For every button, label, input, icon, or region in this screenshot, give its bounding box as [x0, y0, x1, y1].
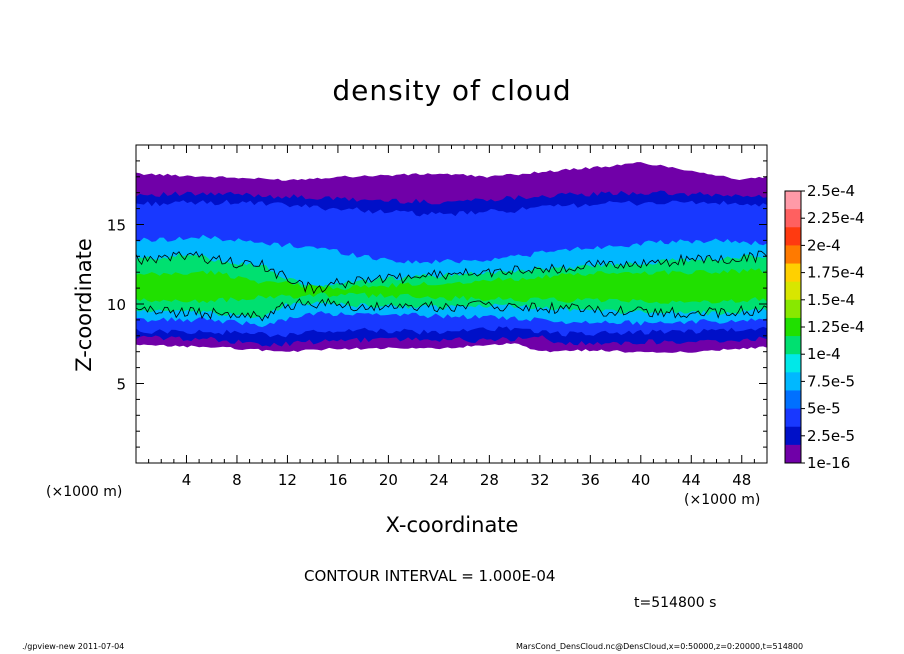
colorbar-label: 1e-16: [807, 454, 850, 472]
x-tick-label: 4: [182, 471, 192, 489]
x-tick-label: 44: [682, 471, 701, 489]
colorbar-swatch: [785, 227, 801, 246]
contour-lines: [136, 250, 767, 322]
y-axis: 5 10 15: [107, 160, 767, 448]
colorbar-label: 2.5e-4: [807, 182, 855, 200]
footer-left-text: ./gpview-new 2011-07-04: [22, 642, 125, 651]
colorbar-swatch: [785, 354, 801, 373]
x-tick-label: 48: [732, 471, 751, 489]
colorbar-label: 1.75e-4: [807, 264, 865, 282]
colorbar-label: 2.5e-5: [807, 427, 855, 445]
colorbar-swatch: [785, 263, 801, 283]
x-tick-label: 8: [232, 471, 242, 489]
x-tick-label: 16: [328, 471, 347, 489]
density-band-1.25e-4: [136, 268, 767, 304]
colorbar-label: 1.5e-4: [807, 291, 855, 309]
footer-right-text: MarsCond_DensCloud.nc@DensCloud,x=0:5000…: [516, 642, 804, 651]
colorbar-label: 2.25e-4: [807, 209, 865, 227]
contour-line-top: [136, 250, 767, 295]
x-tick-label: 40: [631, 471, 650, 489]
colorbar-swatch: [785, 390, 801, 410]
x-unit-label-left: (×1000 m): [46, 484, 123, 500]
colorbar-swatch: [785, 317, 801, 337]
colorbar-swatch: [785, 372, 801, 391]
timestamp-text: t=514800 s: [634, 595, 717, 611]
colorbar-swatch: [785, 426, 801, 446]
contour-interval-text: CONTOUR INTERVAL = 1.000E-04: [304, 567, 556, 585]
y-tick-label: 10: [107, 296, 126, 314]
contour-line-bottom: [136, 297, 767, 322]
x-tick-label: 36: [581, 471, 600, 489]
colorbar-label: 7.5e-5: [807, 372, 855, 390]
x-axis: 4 8 12 16 20 24 28 32 36 40 44 48: [148, 145, 755, 489]
x-unit-label-right: (×1000 m): [684, 492, 761, 508]
colorbar: 2.5e-4 2.25e-4 2e-4 1.75e-4 1.5e-4 1.25e-4 1e-…: [784, 182, 865, 472]
y-tick-label: 15: [107, 217, 126, 235]
colorbar-swatch: [785, 444, 801, 464]
x-axis-label: X-coordinate: [385, 513, 519, 537]
colorbar-swatch: [785, 191, 801, 210]
colorbar-label: 1e-4: [807, 345, 841, 363]
colorbar-swatch: [785, 408, 801, 428]
x-tick-label: 32: [530, 471, 549, 489]
x-tick-label: 20: [379, 471, 398, 489]
colorbar-swatch: [785, 336, 801, 355]
density-field: [136, 162, 767, 353]
colorbar-swatch: [785, 245, 801, 265]
colorbar-label: 5e-5: [807, 400, 841, 418]
x-tick-label: 28: [480, 471, 499, 489]
x-tick-label: 12: [278, 471, 297, 489]
x-tick-label: 24: [429, 471, 448, 489]
colorbar-swatch: [785, 281, 801, 301]
colorbar-swatch: [785, 299, 801, 319]
y-tick-label: 5: [116, 376, 126, 394]
colorbar-label: 1.25e-4: [807, 318, 865, 336]
colorbar-label: 2e-4: [807, 236, 841, 254]
chart-title: density of cloud: [332, 74, 572, 107]
colorbar-swatch: [785, 209, 801, 228]
